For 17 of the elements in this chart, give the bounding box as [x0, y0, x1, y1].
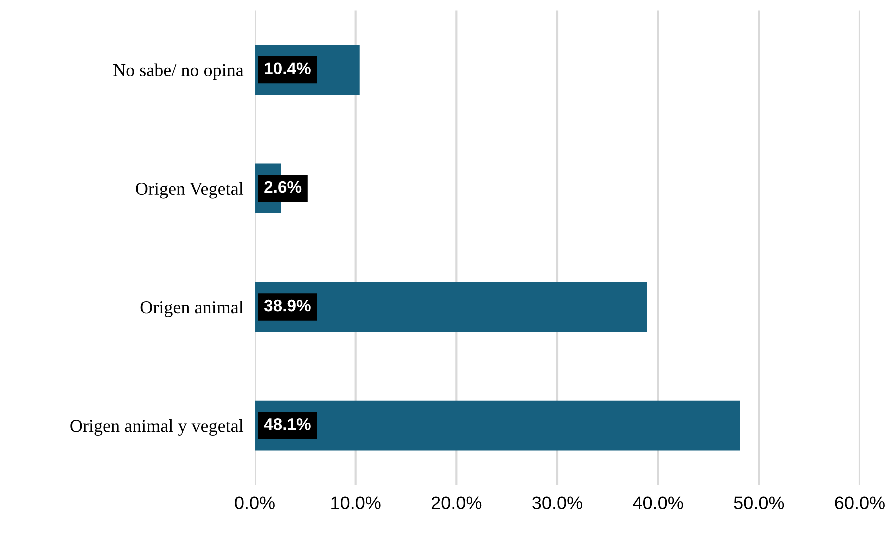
data-label: 10.4% [265, 62, 311, 75]
data-label: 38.9% [264, 300, 311, 312]
data-label: 2.6% [264, 181, 302, 194]
x-tick-label: 60.0% [835, 496, 885, 510]
y-tick-label: Origen Vegetal [136, 182, 244, 199]
y-tick-label: Origen animal [140, 300, 244, 318]
x-tick-label: 30.0% [532, 496, 582, 510]
x-tick-label: 50.0% [734, 496, 784, 510]
x-tick-label: 10.0% [332, 496, 381, 510]
x-tick-label: 20.0% [432, 496, 482, 510]
x-tick-label: 40.0% [633, 496, 684, 510]
y-tick-label: No sabe/ no opina [114, 64, 244, 80]
bar [255, 282, 648, 332]
data-label: 48.1% [264, 418, 311, 430]
bar [255, 400, 740, 451]
y-tick-label: Origen animal y vegetal [70, 420, 244, 436]
x-tick-label: 0.0% [235, 496, 275, 510]
